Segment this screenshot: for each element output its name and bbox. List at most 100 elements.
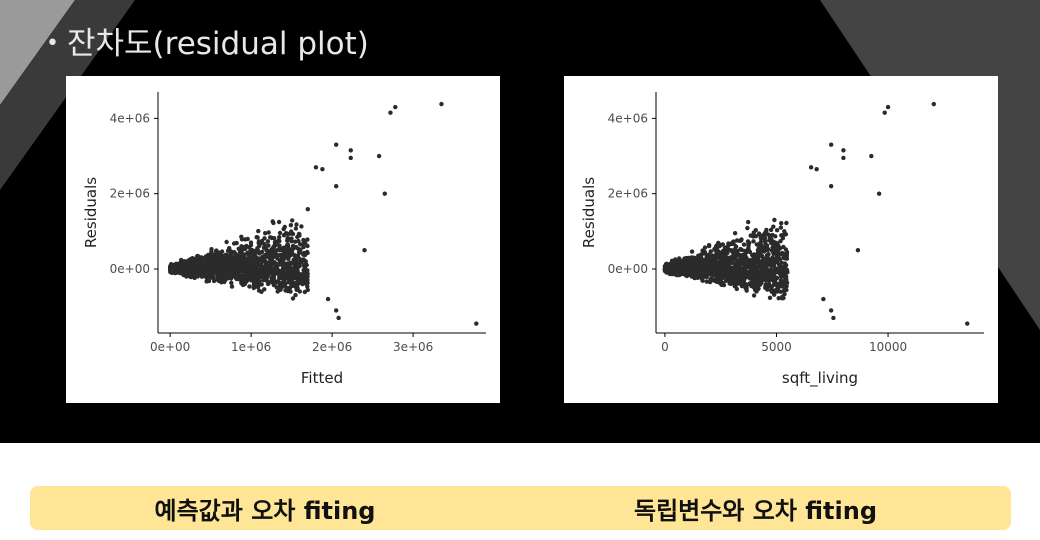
residual-point — [286, 273, 291, 278]
residual-point — [189, 258, 194, 263]
residual-point — [739, 269, 745, 275]
residual-point — [778, 274, 783, 279]
x-tick-label: 1e+06 — [231, 340, 271, 354]
residual-point — [207, 257, 213, 263]
residual-point — [765, 247, 770, 253]
residual-point — [279, 281, 284, 286]
title-bullet: • — [46, 31, 59, 56]
residual-point — [250, 275, 255, 280]
residual-point — [272, 236, 277, 241]
residual-point — [770, 232, 775, 238]
residual-point — [708, 277, 713, 282]
residual-point — [262, 242, 267, 247]
residual-point — [177, 267, 182, 272]
residual-point — [184, 274, 189, 279]
residual-point — [229, 284, 235, 289]
residual-point — [284, 287, 289, 292]
outlier-point — [388, 110, 393, 115]
residual-point — [269, 276, 274, 281]
residual-point — [305, 237, 310, 242]
residual-point — [232, 260, 238, 265]
outlier-point — [828, 308, 834, 313]
chart-fitted-residuals: 0e+00 2e+06 4e+06 0e+00 1e+06 2e+06 3e+06 Fitte… — [82, 92, 486, 387]
residual-point — [265, 281, 271, 287]
residual-point — [699, 260, 705, 266]
residual-point — [690, 262, 695, 268]
residual-point — [220, 274, 226, 279]
residual-point — [762, 272, 767, 277]
residual-point — [180, 266, 186, 271]
residual-point — [239, 234, 244, 239]
residual-point — [772, 272, 777, 278]
residual-point — [282, 283, 287, 288]
residual-point — [718, 275, 723, 281]
residual-point — [250, 269, 255, 275]
y-tick-label: 4e+06 — [110, 111, 150, 125]
residual-point — [714, 274, 720, 279]
residual-point — [251, 285, 256, 290]
residual-point — [704, 279, 709, 284]
residual-point — [238, 276, 243, 281]
residual-point — [246, 262, 251, 267]
residual-point — [783, 277, 788, 283]
residual-point — [221, 265, 227, 271]
residual-point — [767, 236, 773, 241]
residual-point — [731, 239, 736, 244]
residual-point — [219, 280, 224, 285]
residual-point — [302, 289, 307, 295]
residual-point — [674, 259, 679, 264]
residual-point — [296, 250, 302, 255]
residual-point — [771, 239, 776, 245]
residual-point — [746, 241, 751, 246]
residual-point — [725, 250, 730, 256]
residual-point — [236, 246, 241, 251]
residual-point — [775, 286, 781, 291]
residual-point — [285, 236, 291, 241]
residual-point — [210, 252, 215, 257]
residual-point — [738, 257, 743, 263]
residual-point — [295, 279, 301, 284]
residual-point — [734, 267, 739, 272]
residual-point — [268, 235, 273, 240]
outlier-point — [814, 166, 819, 172]
residual-point — [269, 257, 275, 262]
residual-point — [756, 258, 761, 263]
residual-point — [243, 237, 248, 242]
residual-point — [732, 246, 738, 252]
y-axis-label: Residuals — [82, 177, 100, 248]
residual-point — [246, 268, 251, 273]
residual-point — [226, 275, 231, 280]
residual-point — [263, 231, 268, 236]
residual-point — [262, 287, 267, 292]
residual-point — [732, 250, 737, 256]
residual-point — [779, 221, 784, 226]
residual-point — [760, 268, 766, 273]
residual-point — [722, 261, 728, 266]
residual-point — [291, 267, 297, 272]
residual-point — [734, 286, 739, 292]
residual-point — [781, 254, 786, 259]
y-tick-label: 0e+00 — [110, 262, 150, 276]
residual-point — [203, 273, 209, 278]
residual-point — [716, 240, 721, 246]
residual-point — [282, 224, 287, 230]
residual-point — [668, 267, 674, 272]
residual-point — [270, 219, 275, 224]
residual-point — [211, 275, 216, 281]
residual-point — [741, 242, 747, 247]
residual-point — [759, 259, 764, 265]
residual-point — [770, 287, 775, 293]
residual-point — [252, 263, 257, 269]
residual-point — [229, 249, 234, 255]
residual-point — [246, 253, 251, 259]
residual-point — [751, 264, 756, 269]
residual-point — [758, 264, 763, 269]
residual-point — [681, 260, 686, 266]
residual-point — [293, 292, 298, 298]
residual-point — [760, 236, 765, 241]
residual-point — [193, 272, 198, 278]
residual-point — [258, 257, 263, 262]
residual-point — [707, 255, 713, 260]
residual-point — [214, 269, 219, 274]
residual-point — [252, 255, 257, 261]
